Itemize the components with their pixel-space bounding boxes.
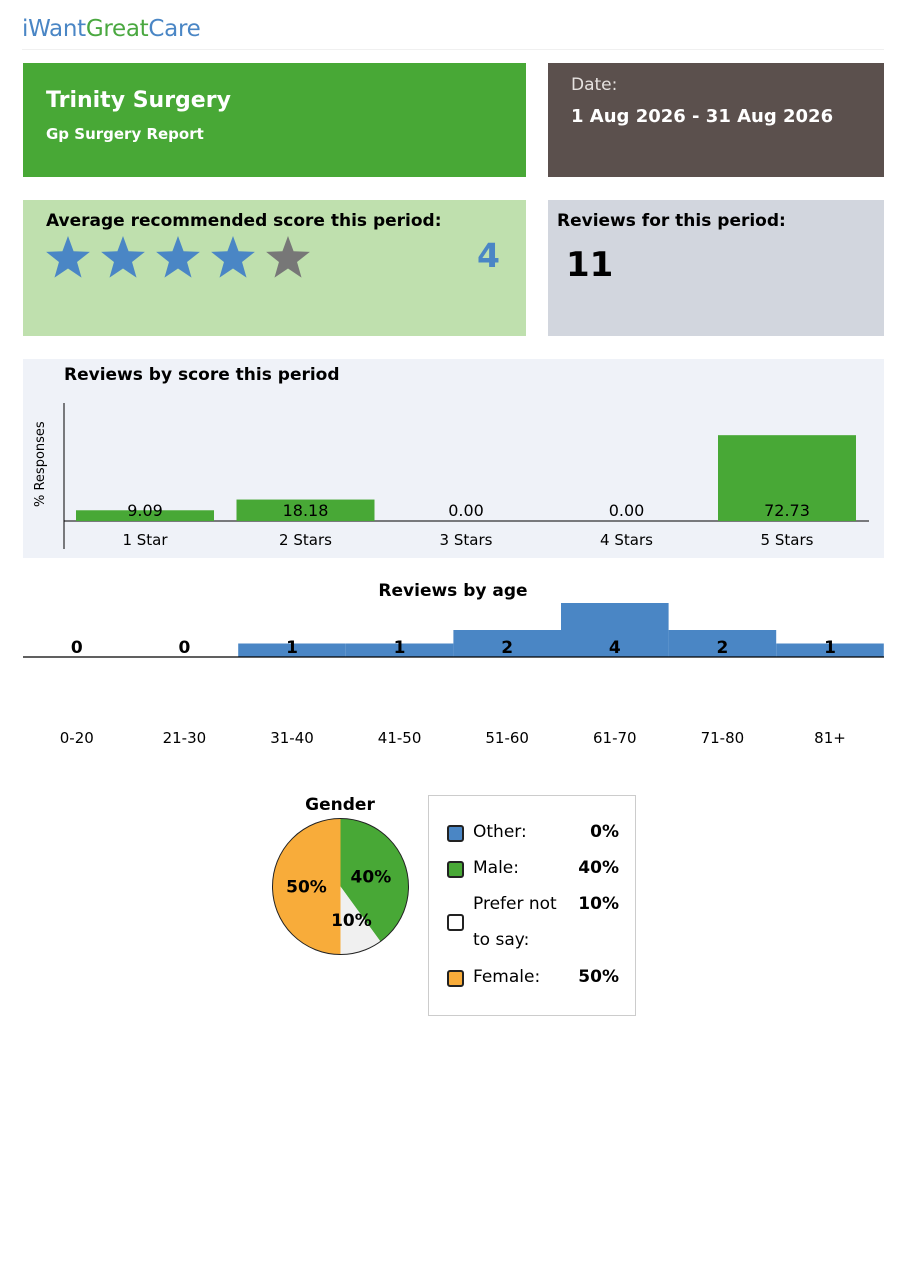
pie-slice-label: 10% [331,911,372,931]
age-tick-label: 41-50 [378,729,422,747]
age-bar-label: 2 [501,638,513,658]
age-bar-label: 0 [71,638,83,658]
age-tick-label: 0-20 [60,729,94,747]
star-rating [45,235,320,281]
star-filled-icon [156,236,200,278]
age-bar-label: 1 [286,638,298,658]
pie-slice-label: 40% [351,868,392,888]
logo-text-great: Great [85,16,149,42]
legend-label-other: Other: [473,822,527,842]
practice-name: Trinity Surgery [46,88,231,113]
date-header: Date: 1 Aug 2026 - 31 Aug 2026 [548,63,884,177]
age-tick-label: 61-70 [593,729,637,747]
age-bar [668,630,777,657]
age-bar [453,630,561,657]
star-filled-icon [46,236,90,278]
date-range: 1 Aug 2026 - 31 Aug 2026 [571,106,834,127]
legend-swatch-female [447,970,464,987]
score-chart-title: Reviews by score this period [64,365,340,385]
age-tick-label: 81+ [814,729,846,747]
legend-value-male: 40% [578,858,619,878]
score-tick-label: 4 Stars [600,531,653,549]
practice-header: Trinity Surgery Gp Surgery Report [23,63,526,177]
average-score-panel: Average recommended score this period: 4 [23,200,526,336]
legend-value-other: 0% [590,822,619,842]
pie-slice [340,886,381,955]
legend-label-prefer-not: Prefer not to say: [473,894,557,950]
score-bar [718,435,856,521]
age-bar [776,643,884,657]
star-empty-icon [266,236,310,278]
age-tick-label: 71-80 [701,729,745,747]
logo-text-iwant: iWant [22,16,86,42]
legend-label-female: Female: [473,967,541,987]
age-chart: 0 0-20 0 21-30 1 31-40 1 41-50 2 51-60 4 61-70 2 71-8… [23,603,884,747]
score-bar-label: 18.18 [283,501,329,520]
score-tick-label: 2 Stars [279,531,332,549]
score-bar-label: 0.00 [448,501,484,520]
age-bar [345,643,454,657]
date-label: Date: [571,75,618,95]
site-logo: iWantGreatCare [22,16,201,42]
star-filled-icon [211,236,255,278]
gender-legend: Other: 0% Male: 40% Prefer not to say: 1… [428,795,636,1016]
gender-chart-title: Gender [305,795,375,815]
age-bar-label: 0 [178,638,190,658]
reviews-count-title: Reviews for this period: [557,211,786,231]
legend-item-prefer-not: Prefer not to say: 10% [447,886,619,958]
age-bar-label: 4 [609,638,621,658]
average-score-value: 4 [477,236,500,275]
age-tick-label: 21-30 [163,729,207,747]
score-bar [76,510,214,521]
legend-value-prefer-not: 10% [578,894,619,914]
score-tick-label: 5 Stars [761,531,814,549]
pie-slice-label: 50% [286,878,327,898]
legend-swatch-other [447,825,464,842]
age-bar [238,643,346,657]
pie-outline [272,818,409,955]
score-bar [236,499,375,521]
legend-swatch-prefer-not [447,914,464,931]
age-bar [561,603,669,657]
score-bar-label: 72.73 [764,501,810,520]
gender-pie-chart: 40% 10%50% [272,818,409,955]
score-tick-label: 3 Stars [440,531,493,549]
report-type: Gp Surgery Report [46,125,204,143]
legend-value-female: 50% [578,967,619,987]
age-tick-label: 31-40 [270,729,314,747]
score-chart: 9.09 1 Star 18.18 2 Stars 0.00 3 Stars 0.00 4 S… [63,403,869,549]
pie-slice [272,818,341,955]
logo-text-care: Care [148,16,201,42]
score-bar-label: 9.09 [127,501,163,520]
logo-divider [22,49,884,50]
score-chart-panel: Reviews by score this period % Responses… [23,359,884,558]
legend-swatch-male [447,861,464,878]
score-bar-label: 0.00 [609,501,645,520]
age-bar-label: 1 [394,638,406,658]
star-filled-icon [101,236,145,278]
reviews-count-panel: Reviews for this period: 11 [548,200,884,336]
reviews-count-value: 11 [566,245,614,285]
pie-slice [340,818,409,942]
average-score-title: Average recommended score this period: [46,211,442,231]
age-tick-label: 51-60 [485,729,529,747]
age-bar-label: 2 [716,638,728,658]
score-tick-label: 1 Star [122,531,168,549]
legend-label-male: Male: [473,858,519,878]
age-chart-title: Reviews by age [378,581,528,601]
age-bar-label: 1 [824,638,836,658]
